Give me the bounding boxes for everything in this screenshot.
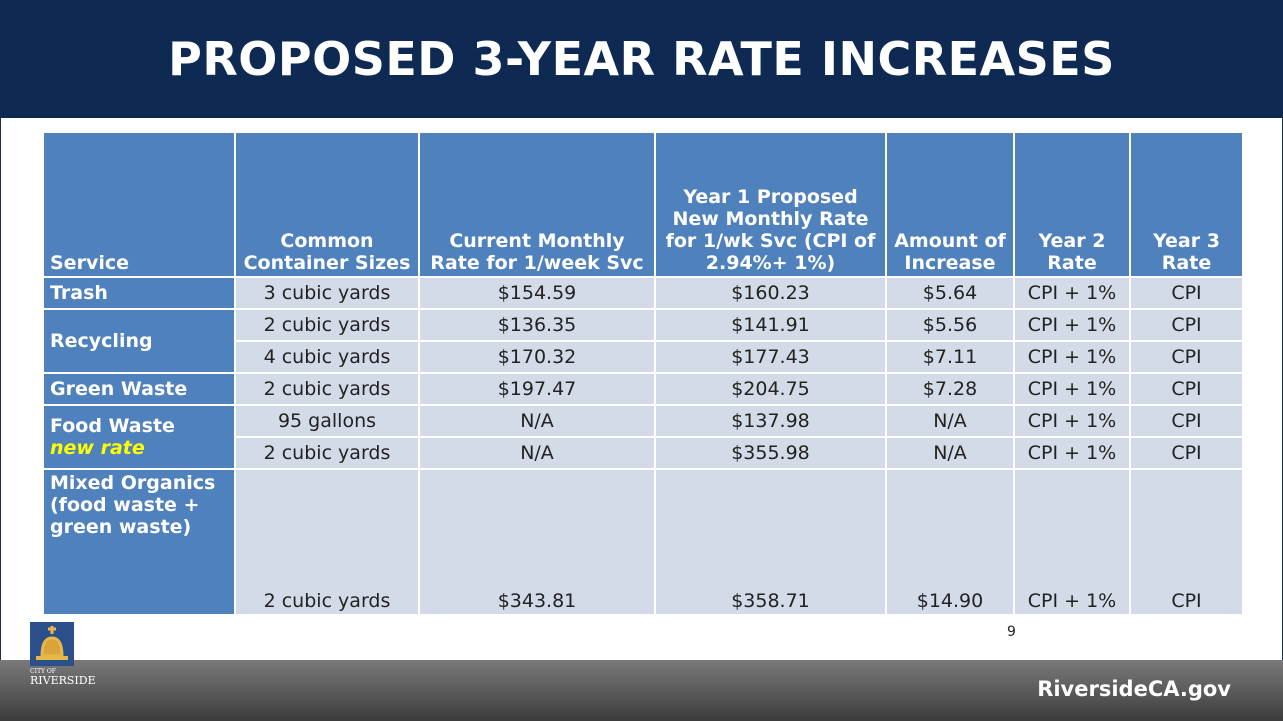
table-cell: $137.98 <box>654 404 887 438</box>
table-cell: $154.59 <box>418 276 656 310</box>
column-header: Common Container Sizes <box>234 131 420 278</box>
column-header: Year 1 Proposed New Monthly Rate for 1/w… <box>654 131 887 278</box>
logo-base <box>36 656 68 660</box>
title-band <box>0 0 1283 118</box>
service-cell: Green Waste <box>42 372 236 406</box>
table-cell: 95 gallons <box>234 404 420 438</box>
table-cell: $355.98 <box>654 436 887 470</box>
table-cell: CPI <box>1129 340 1244 374</box>
city-logo: CITY OF RIVERSIDE <box>30 622 96 687</box>
table-cell: 2 cubic yards <box>234 468 420 616</box>
table-cell: CPI + 1% <box>1013 308 1131 342</box>
table-cell: CPI + 1% <box>1013 404 1131 438</box>
website: RiversideCA.gov <box>1037 677 1231 701</box>
service-cell: Food Waste new rate <box>42 404 236 470</box>
table-cell: CPI + 1% <box>1013 468 1131 616</box>
table-cell: $7.11 <box>885 340 1015 374</box>
service-note: new rate <box>50 437 145 459</box>
table-cell: CPI <box>1129 468 1244 616</box>
table-cell: $170.32 <box>418 340 656 374</box>
table-cell: N/A <box>418 436 656 470</box>
column-header: Current Monthly Rate for 1/week Svc <box>418 131 656 278</box>
table-body: Trash 3 cubic yards $154.59 $160.23 $5.64 CPI… <box>42 276 1244 616</box>
logo-bottom: RIVERSIDE <box>30 674 96 687</box>
table-cell: 2 cubic yards <box>234 308 420 342</box>
table-cell: $177.43 <box>654 340 887 374</box>
logo-top: CITY OF <box>30 668 56 675</box>
table-cell: N/A <box>418 404 656 438</box>
table-row: Green Waste 2 cubic yards $197.47 $204.75 $7… <box>42 372 1244 406</box>
table-cell: $204.75 <box>654 372 887 406</box>
table-cell: N/A <box>885 404 1015 438</box>
column-header: Service <box>42 131 236 278</box>
service-name: Food Waste <box>50 415 175 437</box>
table-row: Recycling 2 cubic yards $136.35 $141.91 $5.5… <box>42 308 1244 374</box>
table-cell: CPI <box>1129 308 1244 342</box>
table-cell: $7.28 <box>885 372 1015 406</box>
table-cell: CPI <box>1129 436 1244 470</box>
column-header: Amount of Increase <box>885 131 1015 278</box>
table-cell: $197.47 <box>418 372 656 406</box>
table-cell: $141.91 <box>654 308 887 342</box>
service-name: Trash <box>50 282 108 304</box>
service-name: Mixed Organics (food waste + green waste… <box>50 472 216 538</box>
column-header: Year 3 Rate <box>1129 131 1244 278</box>
page-number: 9 <box>1007 624 1016 640</box>
table-cell: $343.81 <box>418 468 656 616</box>
table-cell: CPI + 1% <box>1013 436 1131 470</box>
table-cell: $5.64 <box>885 276 1015 310</box>
slide-title: PROPOSED 3-YEAR RATE INCREASES <box>168 32 1115 86</box>
table-cell: $136.35 <box>418 308 656 342</box>
table-cell: CPI + 1% <box>1013 372 1131 406</box>
table-cell: CPI + 1% <box>1013 276 1131 310</box>
service-cell: Trash <box>42 276 236 310</box>
footer-band <box>0 660 1283 721</box>
table-cell: 2 cubic yards <box>234 372 420 406</box>
rate-table: Service Common Container Sizes Current Mon… <box>42 131 1244 616</box>
table-cell: $5.56 <box>885 308 1015 342</box>
table-cell: $14.90 <box>885 468 1015 616</box>
table-cell: 4 cubic yards <box>234 340 420 374</box>
table-cell: N/A <box>885 436 1015 470</box>
table-cell: CPI <box>1129 372 1244 406</box>
table-cell: CPI <box>1129 276 1244 310</box>
table-row: Mixed Organics (food waste + green waste… <box>42 468 1244 616</box>
table-cell: 2 cubic yards <box>234 436 420 470</box>
table-row: Trash 3 cubic yards $154.59 $160.23 $5.64 CPI… <box>42 276 1244 310</box>
table-row: 4 cubic yards $170.32 $177.43 $7.11 CPI + 1%… <box>43 340 1244 374</box>
logo-bell <box>40 626 64 658</box>
table-cell: $160.23 <box>654 276 887 310</box>
table-cell: CPI <box>1129 404 1244 438</box>
header-row: Service Common Container Sizes Current Mon… <box>42 131 1244 278</box>
service-name: Recycling <box>50 330 153 352</box>
column-header: Year 2 Rate <box>1013 131 1131 278</box>
service-cell: Recycling <box>42 308 236 374</box>
service-name: Green Waste <box>50 378 188 400</box>
table-cell: 3 cubic yards <box>234 276 420 310</box>
table-cell: $358.71 <box>654 468 887 616</box>
table-row: 2 cubic yards N/A $355.98 N/A CPI + 1% CPI <box>43 436 1244 470</box>
table-row: Food Waste new rate 95 gallons N/A $137.98 N/… <box>42 404 1244 470</box>
table-cell: CPI + 1% <box>1013 340 1131 374</box>
service-cell: Mixed Organics (food waste + green waste… <box>42 468 236 616</box>
